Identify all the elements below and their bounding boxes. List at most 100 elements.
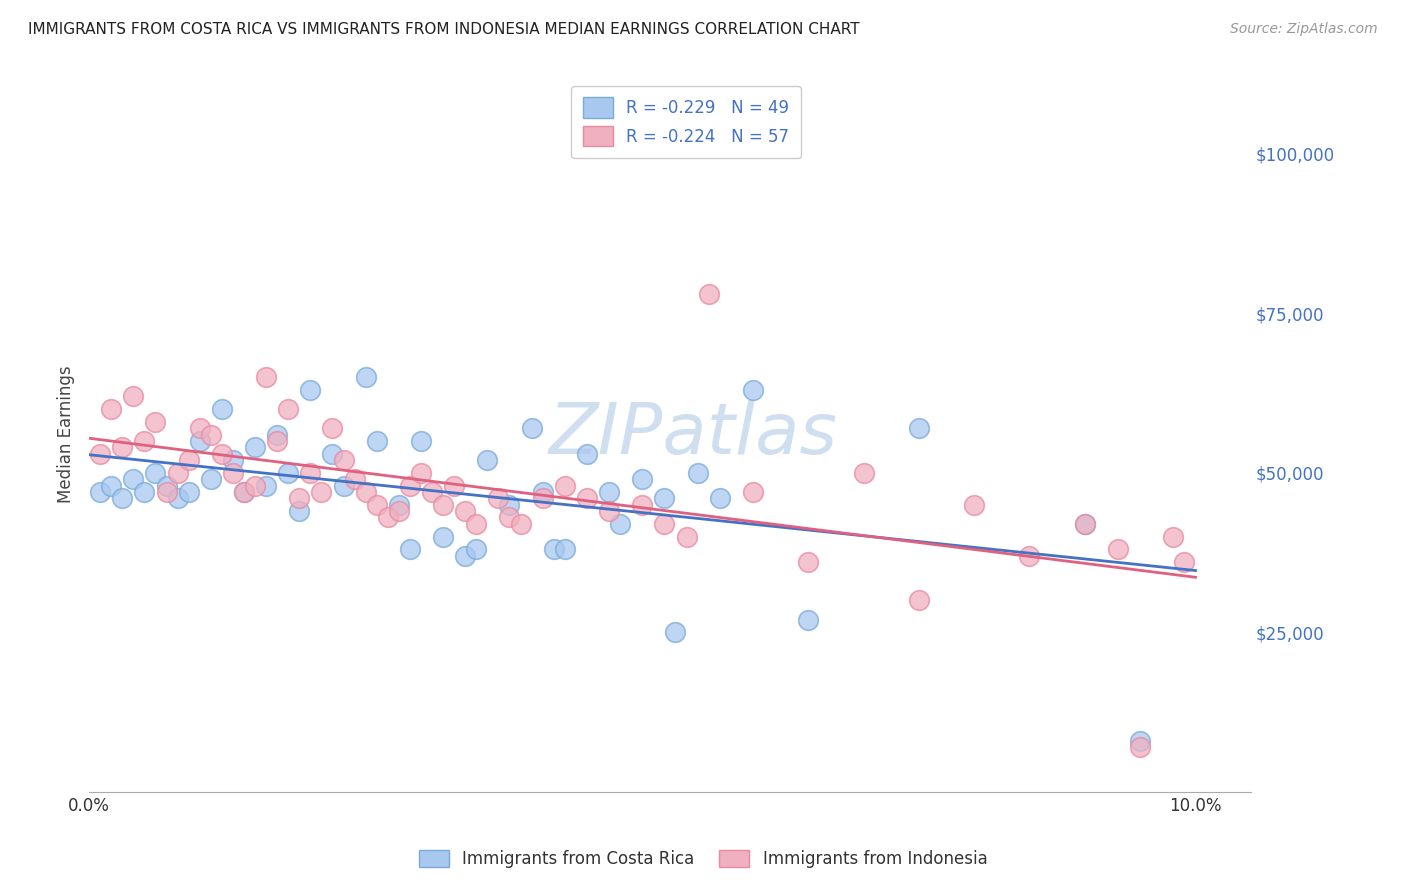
Point [409, 434, 432, 448]
Point [477, 453, 499, 467]
Point [543, 542, 565, 557]
Point [908, 593, 931, 607]
Point [454, 504, 477, 518]
Point [531, 491, 554, 506]
Point [134, 434, 156, 448]
Point [409, 466, 432, 480]
Point [509, 516, 531, 531]
Point [797, 555, 820, 569]
Point [354, 485, 377, 500]
Point [332, 478, 354, 492]
Point [89, 447, 111, 461]
Point [697, 287, 720, 301]
Point [200, 472, 222, 486]
Point [288, 491, 311, 506]
Point [177, 453, 200, 467]
Point [963, 498, 986, 512]
Point [200, 427, 222, 442]
Point [388, 498, 411, 512]
Point [399, 478, 422, 492]
Point [100, 402, 122, 417]
Text: ZIPatlas: ZIPatlas [548, 401, 838, 469]
Point [177, 485, 200, 500]
Legend: Immigrants from Costa Rica, Immigrants from Indonesia: Immigrants from Costa Rica, Immigrants f… [412, 843, 994, 875]
Point [354, 370, 377, 384]
Point [188, 434, 211, 448]
Point [211, 447, 233, 461]
Point [122, 472, 145, 486]
Point [166, 491, 188, 506]
Point [709, 491, 731, 506]
Point [432, 530, 454, 544]
Point [741, 485, 763, 500]
Point [299, 383, 322, 397]
Point [277, 466, 299, 480]
Point [155, 478, 177, 492]
Point [454, 549, 477, 563]
Point [741, 383, 763, 397]
Text: IMMIGRANTS FROM COSTA RICA VS IMMIGRANTS FROM INDONESIA MEDIAN EARNINGS CORRELAT: IMMIGRANTS FROM COSTA RICA VS IMMIGRANTS… [28, 22, 859, 37]
Point [531, 485, 554, 500]
Text: Source: ZipAtlas.com: Source: ZipAtlas.com [1230, 22, 1378, 37]
Point [145, 466, 167, 480]
Point [266, 434, 288, 448]
Point [188, 421, 211, 435]
Point [488, 491, 510, 506]
Point [254, 370, 277, 384]
Point [343, 472, 366, 486]
Point [797, 613, 820, 627]
Point [465, 516, 488, 531]
Point [111, 440, 134, 454]
Point [465, 542, 488, 557]
Point [520, 421, 543, 435]
Point [89, 485, 111, 500]
Point [111, 491, 134, 506]
Point [288, 504, 311, 518]
Point [277, 402, 299, 417]
Legend: R = -0.229   N = 49, R = -0.224   N = 57: R = -0.229 N = 49, R = -0.224 N = 57 [571, 86, 801, 158]
Point [554, 478, 576, 492]
Point [332, 453, 354, 467]
Point [631, 472, 654, 486]
Point [166, 466, 188, 480]
Point [852, 466, 875, 480]
Point [222, 466, 245, 480]
Point [299, 466, 322, 480]
Point [498, 510, 520, 524]
Point [1107, 542, 1129, 557]
Point [366, 498, 388, 512]
Point [1074, 516, 1097, 531]
Point [233, 485, 256, 500]
Point [233, 485, 256, 500]
Point [254, 478, 277, 492]
Point [631, 498, 654, 512]
Point [243, 478, 266, 492]
Point [377, 510, 399, 524]
Point [122, 389, 145, 403]
Point [145, 415, 167, 429]
Point [155, 485, 177, 500]
Point [266, 427, 288, 442]
Point [1018, 549, 1040, 563]
Point [222, 453, 245, 467]
Point [575, 491, 598, 506]
Point [654, 491, 676, 506]
Point [575, 447, 598, 461]
Point [1074, 516, 1097, 531]
Point [598, 504, 620, 518]
Point [554, 542, 576, 557]
Point [908, 421, 931, 435]
Point [420, 485, 443, 500]
Point [243, 440, 266, 454]
Point [432, 498, 454, 512]
Point [1173, 555, 1195, 569]
Y-axis label: Median Earnings: Median Earnings [58, 366, 75, 503]
Point [1129, 740, 1152, 755]
Point [399, 542, 422, 557]
Point [321, 447, 343, 461]
Point [211, 402, 233, 417]
Point [664, 625, 686, 640]
Point [654, 516, 676, 531]
Point [321, 421, 343, 435]
Point [1129, 733, 1152, 747]
